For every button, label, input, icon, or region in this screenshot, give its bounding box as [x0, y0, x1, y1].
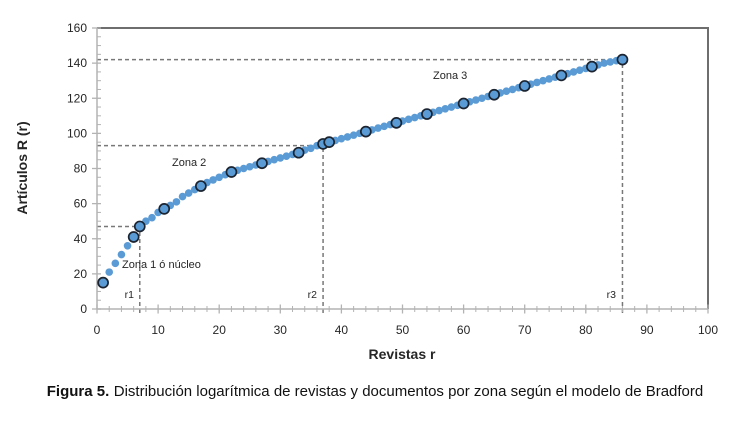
highlighted-point — [133, 220, 146, 233]
y-tick-label: 40 — [74, 232, 88, 246]
highlighted-point — [457, 97, 470, 110]
data-point — [349, 131, 358, 139]
data-point — [343, 133, 352, 141]
x-tick-label: 50 — [396, 323, 410, 337]
r3-label: r3 — [607, 289, 616, 301]
data-point — [148, 213, 156, 222]
highlighted-points — [97, 53, 629, 289]
x-axis-title: Revistas r — [369, 346, 436, 362]
data-point — [569, 68, 578, 76]
axes-and-ticks: 0 10 20 30 40 50 60 70 80 90 100 0 20 40 60 80 100 120 140… — [67, 21, 718, 337]
data-point — [123, 241, 132, 250]
data-point — [600, 59, 608, 67]
data-point — [282, 152, 291, 161]
x-tick-label: 90 — [640, 323, 654, 337]
data-point — [111, 259, 120, 268]
x-tick-label: 100 — [698, 323, 718, 337]
highlighted-point — [359, 125, 372, 138]
data-point — [307, 144, 315, 153]
data-point — [117, 250, 126, 259]
zone1-label: Zona 1 ó núcleo — [122, 259, 201, 271]
data-point — [472, 96, 480, 104]
data-point — [533, 78, 541, 87]
highlighted-point — [195, 180, 207, 192]
data-point — [539, 76, 547, 85]
data-point — [270, 155, 278, 164]
x-tick-label: 10 — [151, 323, 165, 337]
zone3-label: Zona 3 — [433, 70, 467, 82]
data-point — [215, 173, 223, 182]
r1-label: r1 — [125, 289, 134, 301]
bradford-chart: 0 10 20 30 40 50 60 70 80 90 100 0 20 40 60 80 100 120 140… — [14, 21, 718, 362]
highlighted-point — [127, 231, 140, 243]
data-point — [447, 103, 456, 111]
data-point — [545, 75, 553, 83]
highlighted-point — [555, 69, 568, 82]
data-point — [374, 124, 382, 132]
y-tick-label: 60 — [74, 197, 88, 211]
data-point — [575, 66, 584, 74]
data-points — [99, 55, 627, 287]
data-point — [209, 176, 217, 184]
highlighted-point — [292, 146, 305, 159]
highlighted-point — [97, 276, 109, 289]
highlighted-point — [488, 88, 500, 101]
zone-boundary-lines — [97, 58, 624, 313]
y-tick-label: 100 — [67, 126, 87, 140]
data-point — [478, 94, 486, 103]
x-tick-label: 0 — [94, 323, 101, 337]
data-point — [105, 268, 114, 276]
x-tick-label: 80 — [579, 323, 593, 337]
highlighted-point — [616, 53, 629, 66]
x-tick-label: 20 — [213, 323, 227, 337]
highlighted-point — [323, 136, 336, 149]
highlighted-point — [518, 80, 531, 92]
data-point — [337, 134, 346, 143]
r2-label: r2 — [308, 289, 317, 301]
data-point — [178, 192, 187, 201]
y-tick-label: 80 — [74, 162, 88, 176]
y-tick-label: 160 — [67, 21, 87, 35]
y-axis-title: Artículos R (r) — [14, 121, 30, 214]
x-tick-label: 60 — [457, 323, 471, 337]
figure-caption: Figura 5. Distribución logarítmica de rev… — [0, 383, 750, 400]
y-tick-label: 120 — [67, 91, 87, 105]
data-point — [508, 85, 517, 94]
data-point — [172, 198, 181, 206]
x-tick-label: 40 — [335, 323, 349, 337]
highlighted-point — [158, 203, 171, 215]
x-tick-label: 30 — [274, 323, 288, 337]
data-point — [441, 104, 450, 113]
data-point — [410, 113, 419, 122]
data-point — [606, 58, 615, 66]
data-point — [239, 164, 248, 173]
zone2-label: Zona 2 — [172, 157, 206, 169]
highlighted-point — [421, 108, 433, 120]
highlighted-point — [225, 166, 238, 178]
data-point — [184, 189, 193, 197]
figure-caption-number: Figura 5. — [46, 383, 110, 400]
y-tick-label: 140 — [67, 56, 87, 70]
data-point — [380, 122, 388, 131]
figure-caption-text: Distribución logarítmica de revistas y d… — [113, 383, 704, 400]
highlighted-point — [390, 116, 403, 129]
highlighted-point — [256, 157, 268, 170]
highlighted-point — [586, 60, 598, 73]
data-point — [435, 106, 443, 115]
data-point — [502, 87, 511, 96]
data-point — [404, 115, 413, 124]
y-tick-label: 0 — [80, 302, 87, 316]
data-point — [245, 162, 254, 171]
y-tick-label: 20 — [74, 267, 88, 281]
data-point — [276, 154, 285, 162]
x-tick-label: 70 — [518, 323, 532, 337]
